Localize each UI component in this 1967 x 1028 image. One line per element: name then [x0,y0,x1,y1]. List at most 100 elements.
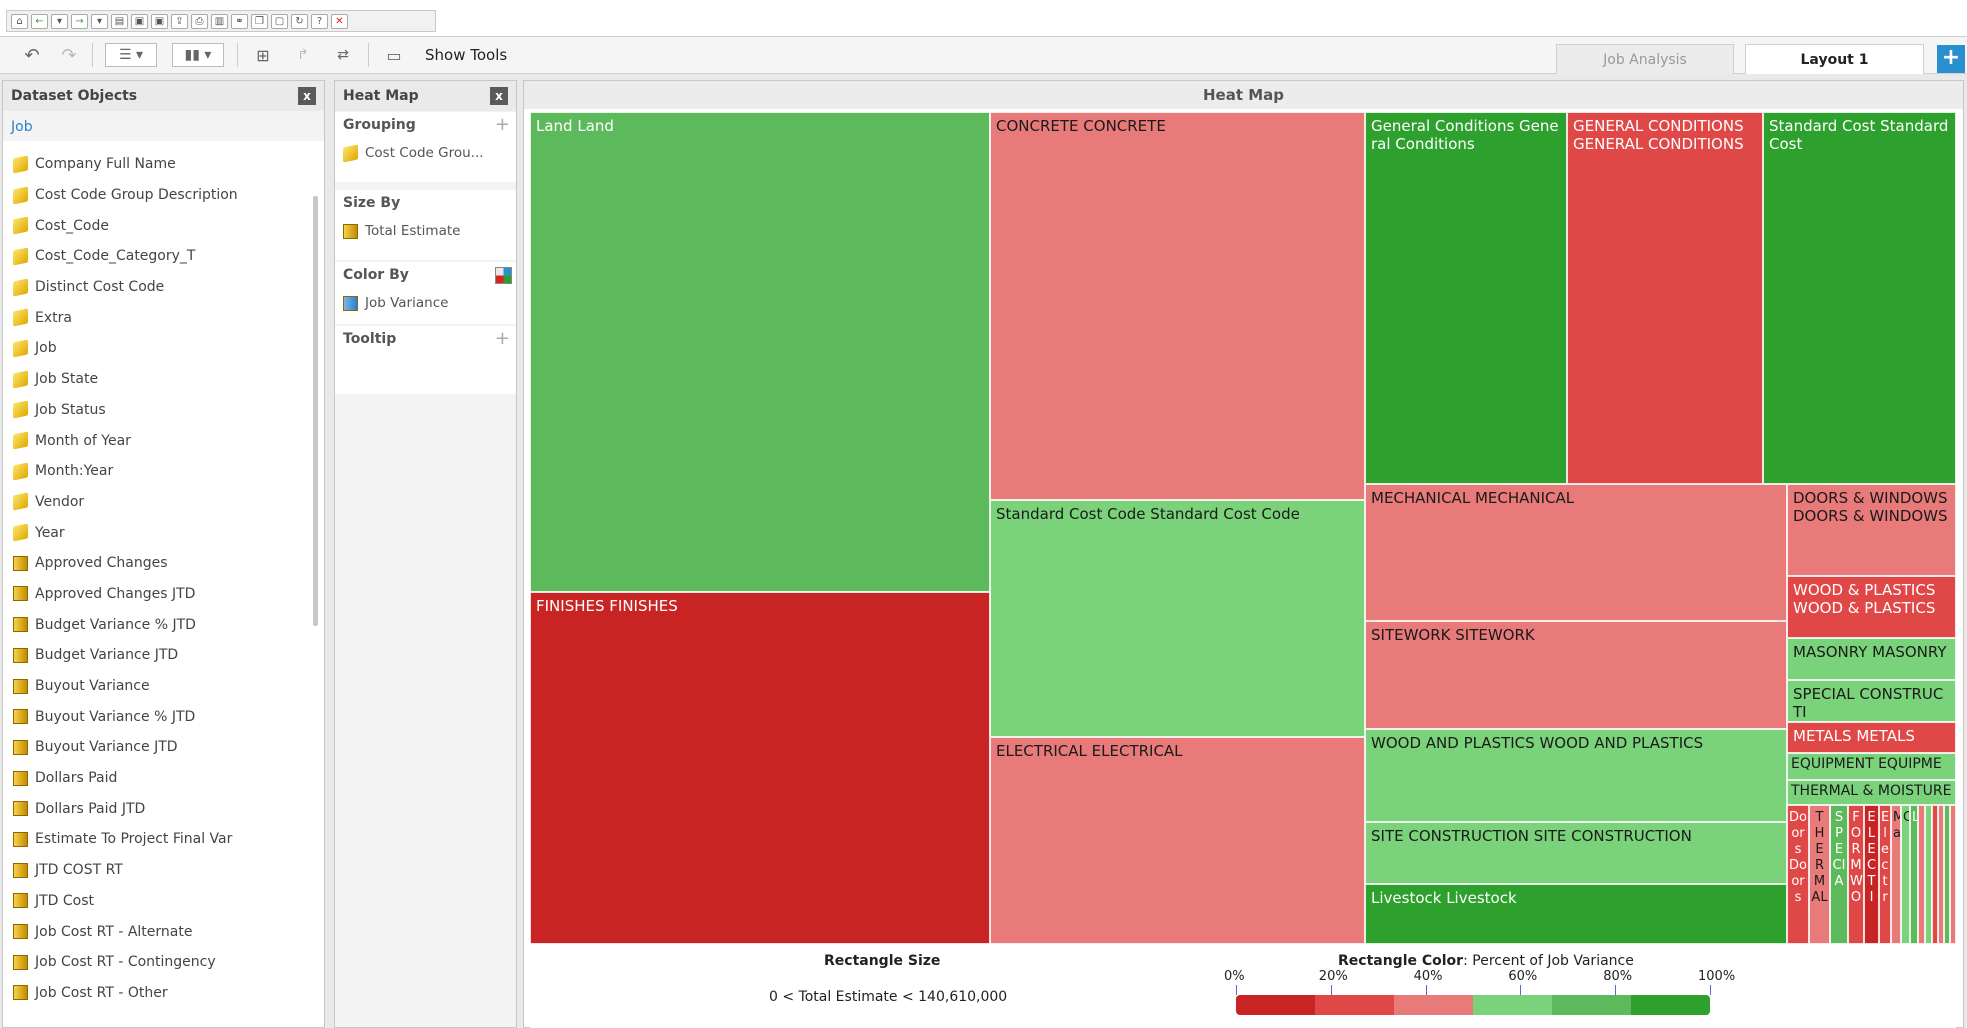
add-tooltip-icon[interactable]: + [494,328,510,349]
dataset-attribute-item[interactable]: Company Full Name [3,149,324,180]
dropdown-icon[interactable]: ▾ [51,13,68,29]
treemap-cell[interactable]: METALS METALS [1787,722,1956,753]
treemap-cell[interactable] [1932,805,1938,944]
paste-icon[interactable]: ▢ [271,13,288,29]
grouping-item[interactable]: Cost Code Grou... [335,138,516,168]
refresh-icon[interactable]: ↻ [291,13,308,29]
forward-icon[interactable]: → [71,13,88,29]
dataset-metric-item[interactable]: JTD Cost [3,886,324,917]
dataset-attribute-item[interactable]: Cost_Code_Category_T [3,241,324,272]
treemap-cell[interactable]: SITE CONSTRUCTION SITE CONSTRUCTION [1365,822,1787,884]
dataset-metric-item[interactable]: Estimate To Project Final Var [3,824,324,855]
open-icon[interactable]: ▤ [111,13,128,29]
tab-layout-1[interactable]: Layout 1 [1745,44,1924,74]
dataset-attribute-item[interactable]: Year [3,517,324,548]
tab-job-analysis[interactable]: Job Analysis [1556,44,1734,74]
size-by-item[interactable]: Total Estimate [335,216,516,246]
undo-icon[interactable]: ↶ [24,44,40,66]
treemap-cell[interactable]: Doors Doors [1787,805,1809,944]
dataset-attribute-item[interactable]: Vendor [3,487,324,518]
treemap-cell[interactable]: L [1910,805,1918,944]
dataset-root[interactable]: Job [3,111,324,141]
dataset-metric-item[interactable]: Budget Variance JTD [3,640,324,671]
treemap-cell[interactable]: GENERAL CONDITIONS GENERAL CONDITIONS [1567,112,1763,484]
treemap-cell[interactable]: Standard Cost Standard Cost [1763,112,1956,484]
show-tools-button[interactable]: Show Tools [425,46,508,64]
dataset-metric-item[interactable]: Dollars Paid [3,763,324,794]
dataset-attribute-item[interactable]: Month:Year [3,456,324,487]
treemap-cell[interactable] [1925,805,1932,944]
treemap-cell[interactable]: ELECTI [1864,805,1879,944]
help-icon[interactable]: ? [311,13,328,29]
color-by-item[interactable]: Job Variance [335,288,516,318]
dataset-attribute-item[interactable]: Distinct Cost Code [3,272,324,303]
treemap-cell[interactable]: SPECIAL CONSTRUCTI [1787,680,1956,722]
treemap-cell[interactable]: Livestock Livestock [1365,884,1787,944]
treemap-cell[interactable]: C [1901,805,1910,944]
dataset-attribute-item[interactable]: Job State [3,364,324,395]
link-icon[interactable]: ⚭ [231,13,248,29]
treemap-cell[interactable]: Ma [1891,805,1901,944]
add-grouping-icon[interactable]: + [494,114,510,135]
treemap-cell[interactable]: Electr [1879,805,1891,944]
treemap-cell[interactable]: FINISHES FINISHES [530,592,990,944]
dataset-metric-item[interactable]: Buyout Variance [3,671,324,702]
dataset-attribute-item[interactable]: Month of Year [3,425,324,456]
print-icon[interactable]: ⎙ [191,13,208,29]
dataset-metric-item[interactable]: Job Cost RT - Other [3,978,324,1009]
dataset-attribute-item[interactable]: Extra [3,302,324,333]
treemap-cell[interactable]: ELECTRICAL ELECTRICAL [990,737,1365,944]
treemap-cell[interactable]: WOOD AND PLASTICS WOOD AND PLASTICS [1365,729,1787,822]
tooltip-drop-zone[interactable]: Tooltip + [335,326,516,394]
swap-icon[interactable]: ⇄ [337,47,349,63]
add-layout-button[interactable]: + [1937,45,1965,73]
treemap-cell[interactable]: EQUIPMENT EQUIPME [1787,753,1956,780]
treemap-cell[interactable]: General Conditions General Conditions [1365,112,1567,484]
dataset-attribute-item[interactable]: Cost_Code [3,210,324,241]
treemap-cell[interactable] [1918,805,1925,944]
size-by-drop-zone[interactable]: Size By Total Estimate [335,190,516,260]
treemap-cell[interactable]: Land Land [530,112,990,592]
dataset-metric-item[interactable]: Approved Changes JTD [3,579,324,610]
dataset-metric-item[interactable]: Job Cost RT - Alternate [3,916,324,947]
treemap-cell[interactable]: THERMAL [1809,805,1830,944]
dataset-metric-item[interactable]: Dollars Paid JTD [3,793,324,824]
treemap-cell[interactable]: Standard Cost Code Standard Cost Code [990,500,1365,737]
save-as-icon[interactable]: ▣ [151,13,168,29]
treemap-cell[interactable]: FORMWO [1848,805,1864,944]
export-icon[interactable]: ⇪ [171,13,188,29]
treemap-cell[interactable] [1944,805,1950,944]
treemap-cell[interactable]: SPECIA [1830,805,1848,944]
treemap-cell[interactable] [1938,805,1944,944]
redo-icon[interactable]: ↷ [61,44,77,66]
treemap-cell[interactable]: THERMAL & MOISTURE [1787,780,1956,805]
copy-icon[interactable]: ❐ [251,13,268,29]
treemap-cell[interactable]: SITEWORK SITEWORK [1365,621,1787,729]
grid-view-dropdown[interactable]: ☰ ▾ [105,43,157,67]
dataset-metric-item[interactable]: Budget Variance % JTD [3,609,324,640]
dataset-metric-item[interactable]: Buyout Variance JTD [3,732,324,763]
treemap-cell[interactable]: CONCRETE CONCRETE [990,112,1365,500]
back-icon[interactable]: ← [31,13,48,29]
color-palette-icon[interactable] [495,267,512,284]
dropdown-icon[interactable]: ▾ [91,13,108,29]
color-by-drop-zone[interactable]: Color By Job Variance [335,262,516,324]
save-icon[interactable]: ▣ [131,13,148,29]
home-icon[interactable]: ⌂ [11,13,28,29]
dataset-metric-item[interactable]: JTD COST RT [3,855,324,886]
grouping-drop-zone[interactable]: Grouping + Cost Code Grou... [335,112,516,182]
dataset-attribute-item[interactable]: Cost Code Group Description [3,180,324,211]
treemap-cell[interactable]: DOORS & WINDOWS DOORS & WINDOWS [1787,484,1956,576]
close-icon[interactable]: ✕ [331,13,348,29]
dataset-attribute-item[interactable]: Job Status [3,395,324,426]
dataset-scrollbar[interactable] [313,196,318,626]
treemap-cell[interactable]: WOOD & PLASTICS WOOD & PLASTICS [1787,576,1956,638]
clear-grid-icon[interactable]: ⊞ [256,45,270,65]
dataset-metric-item[interactable]: Job Cost RT - Contingency [3,947,324,978]
pdf-icon[interactable]: ▥ [211,13,228,29]
chart-view-dropdown[interactable]: ▮▮ ▾ [172,43,224,67]
dataset-attribute-item[interactable]: Job [3,333,324,364]
treemap-cell[interactable]: MASONRY MASONRY [1787,638,1956,680]
pivot-icon[interactable]: ↱ [297,47,309,63]
treemap-cell[interactable] [1950,805,1956,944]
